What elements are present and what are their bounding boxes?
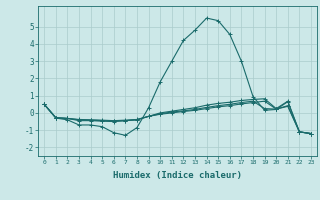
X-axis label: Humidex (Indice chaleur): Humidex (Indice chaleur) [113,171,242,180]
